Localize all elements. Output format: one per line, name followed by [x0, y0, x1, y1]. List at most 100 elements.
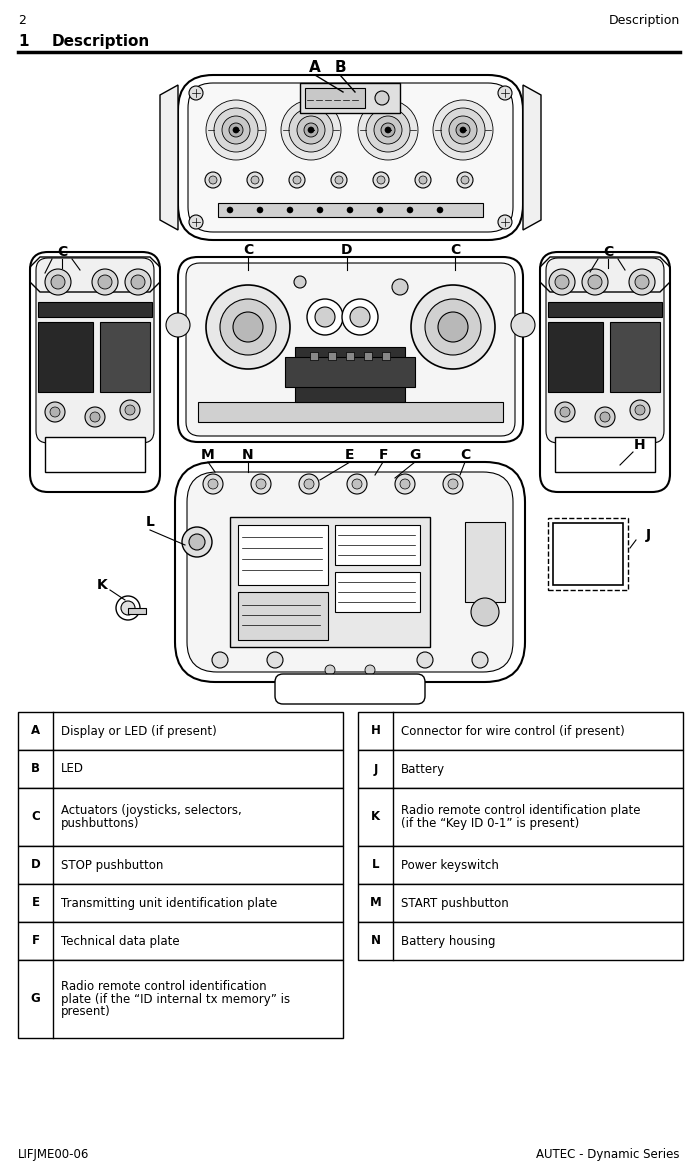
Circle shape	[437, 207, 443, 214]
Bar	[238, 592, 328, 640]
FancyBboxPatch shape	[546, 258, 664, 443]
Text: J: J	[646, 527, 651, 541]
Circle shape	[443, 474, 463, 494]
Circle shape	[582, 270, 608, 295]
Circle shape	[331, 172, 347, 188]
Text: G: G	[409, 448, 421, 462]
Text: C: C	[603, 245, 613, 259]
Bar	[18, 788, 343, 846]
Text: START pushbutton: START pushbutton	[401, 896, 509, 909]
Bar	[358, 883, 683, 922]
Text: B: B	[334, 61, 346, 76]
Circle shape	[555, 401, 575, 422]
Circle shape	[304, 123, 318, 137]
Circle shape	[415, 172, 431, 188]
Text: M: M	[370, 896, 381, 909]
Circle shape	[189, 215, 203, 229]
Circle shape	[588, 275, 602, 289]
FancyBboxPatch shape	[30, 252, 160, 492]
Text: AUTEC - Dynamic Series: AUTEC - Dynamic Series	[537, 1148, 680, 1161]
Text: F: F	[31, 935, 40, 948]
Circle shape	[227, 207, 233, 214]
Circle shape	[350, 307, 370, 327]
Text: A: A	[31, 725, 40, 738]
Circle shape	[347, 474, 367, 494]
Circle shape	[289, 109, 333, 152]
FancyBboxPatch shape	[188, 83, 513, 232]
Bar	[465, 522, 505, 602]
FancyBboxPatch shape	[36, 258, 154, 443]
Bar	[18, 960, 343, 1037]
Bar	[328, 352, 336, 359]
Circle shape	[366, 109, 410, 152]
Circle shape	[400, 478, 410, 489]
Circle shape	[308, 127, 314, 133]
Circle shape	[121, 601, 135, 615]
Circle shape	[347, 207, 353, 214]
Text: H: H	[634, 438, 646, 452]
Circle shape	[90, 412, 100, 422]
Circle shape	[315, 307, 335, 327]
Circle shape	[182, 527, 212, 557]
Circle shape	[125, 270, 151, 295]
Bar	[198, 401, 503, 422]
Bar	[285, 357, 415, 387]
Bar	[358, 788, 683, 846]
Text: Radio remote control identification: Radio remote control identification	[61, 980, 267, 993]
Text: A: A	[309, 61, 321, 76]
Circle shape	[289, 172, 305, 188]
Text: C: C	[31, 811, 40, 824]
Bar	[548, 518, 628, 591]
Circle shape	[407, 207, 413, 214]
Text: D: D	[341, 243, 352, 257]
Circle shape	[233, 127, 239, 133]
FancyBboxPatch shape	[186, 263, 515, 436]
Circle shape	[498, 215, 512, 229]
Bar	[18, 922, 343, 960]
Circle shape	[417, 652, 433, 668]
Circle shape	[189, 534, 205, 550]
Text: Power keyswitch: Power keyswitch	[401, 859, 499, 872]
Circle shape	[471, 598, 499, 626]
Text: 2: 2	[18, 14, 26, 27]
Text: Battery: Battery	[401, 762, 445, 776]
Text: Transmitting unit identification plate: Transmitting unit identification plate	[61, 896, 277, 909]
Bar	[358, 846, 683, 883]
Bar	[305, 88, 365, 109]
Bar	[548, 322, 603, 392]
Bar	[218, 203, 483, 217]
Circle shape	[456, 123, 470, 137]
Circle shape	[220, 299, 276, 355]
Circle shape	[375, 91, 389, 105]
Circle shape	[120, 400, 140, 420]
Circle shape	[98, 275, 112, 289]
Text: 1: 1	[18, 34, 29, 49]
Bar	[548, 302, 662, 317]
Text: C: C	[243, 243, 253, 257]
Circle shape	[335, 176, 343, 184]
Circle shape	[441, 109, 485, 152]
Circle shape	[498, 86, 512, 100]
Bar	[553, 523, 623, 585]
Circle shape	[472, 652, 488, 668]
Circle shape	[555, 275, 569, 289]
Bar	[358, 750, 683, 788]
Circle shape	[374, 116, 402, 144]
Text: LED: LED	[61, 762, 84, 776]
FancyBboxPatch shape	[187, 471, 513, 672]
Text: present): present)	[61, 1005, 111, 1019]
Circle shape	[560, 407, 570, 417]
Circle shape	[294, 277, 306, 288]
Circle shape	[342, 299, 378, 335]
Text: C: C	[460, 448, 470, 462]
Circle shape	[377, 176, 385, 184]
Circle shape	[251, 176, 259, 184]
Text: K: K	[371, 811, 380, 824]
Circle shape	[304, 478, 314, 489]
FancyBboxPatch shape	[175, 462, 525, 682]
Text: K: K	[96, 578, 107, 592]
FancyBboxPatch shape	[178, 75, 523, 240]
Bar	[128, 608, 146, 614]
Circle shape	[600, 412, 610, 422]
Text: E: E	[346, 448, 355, 462]
